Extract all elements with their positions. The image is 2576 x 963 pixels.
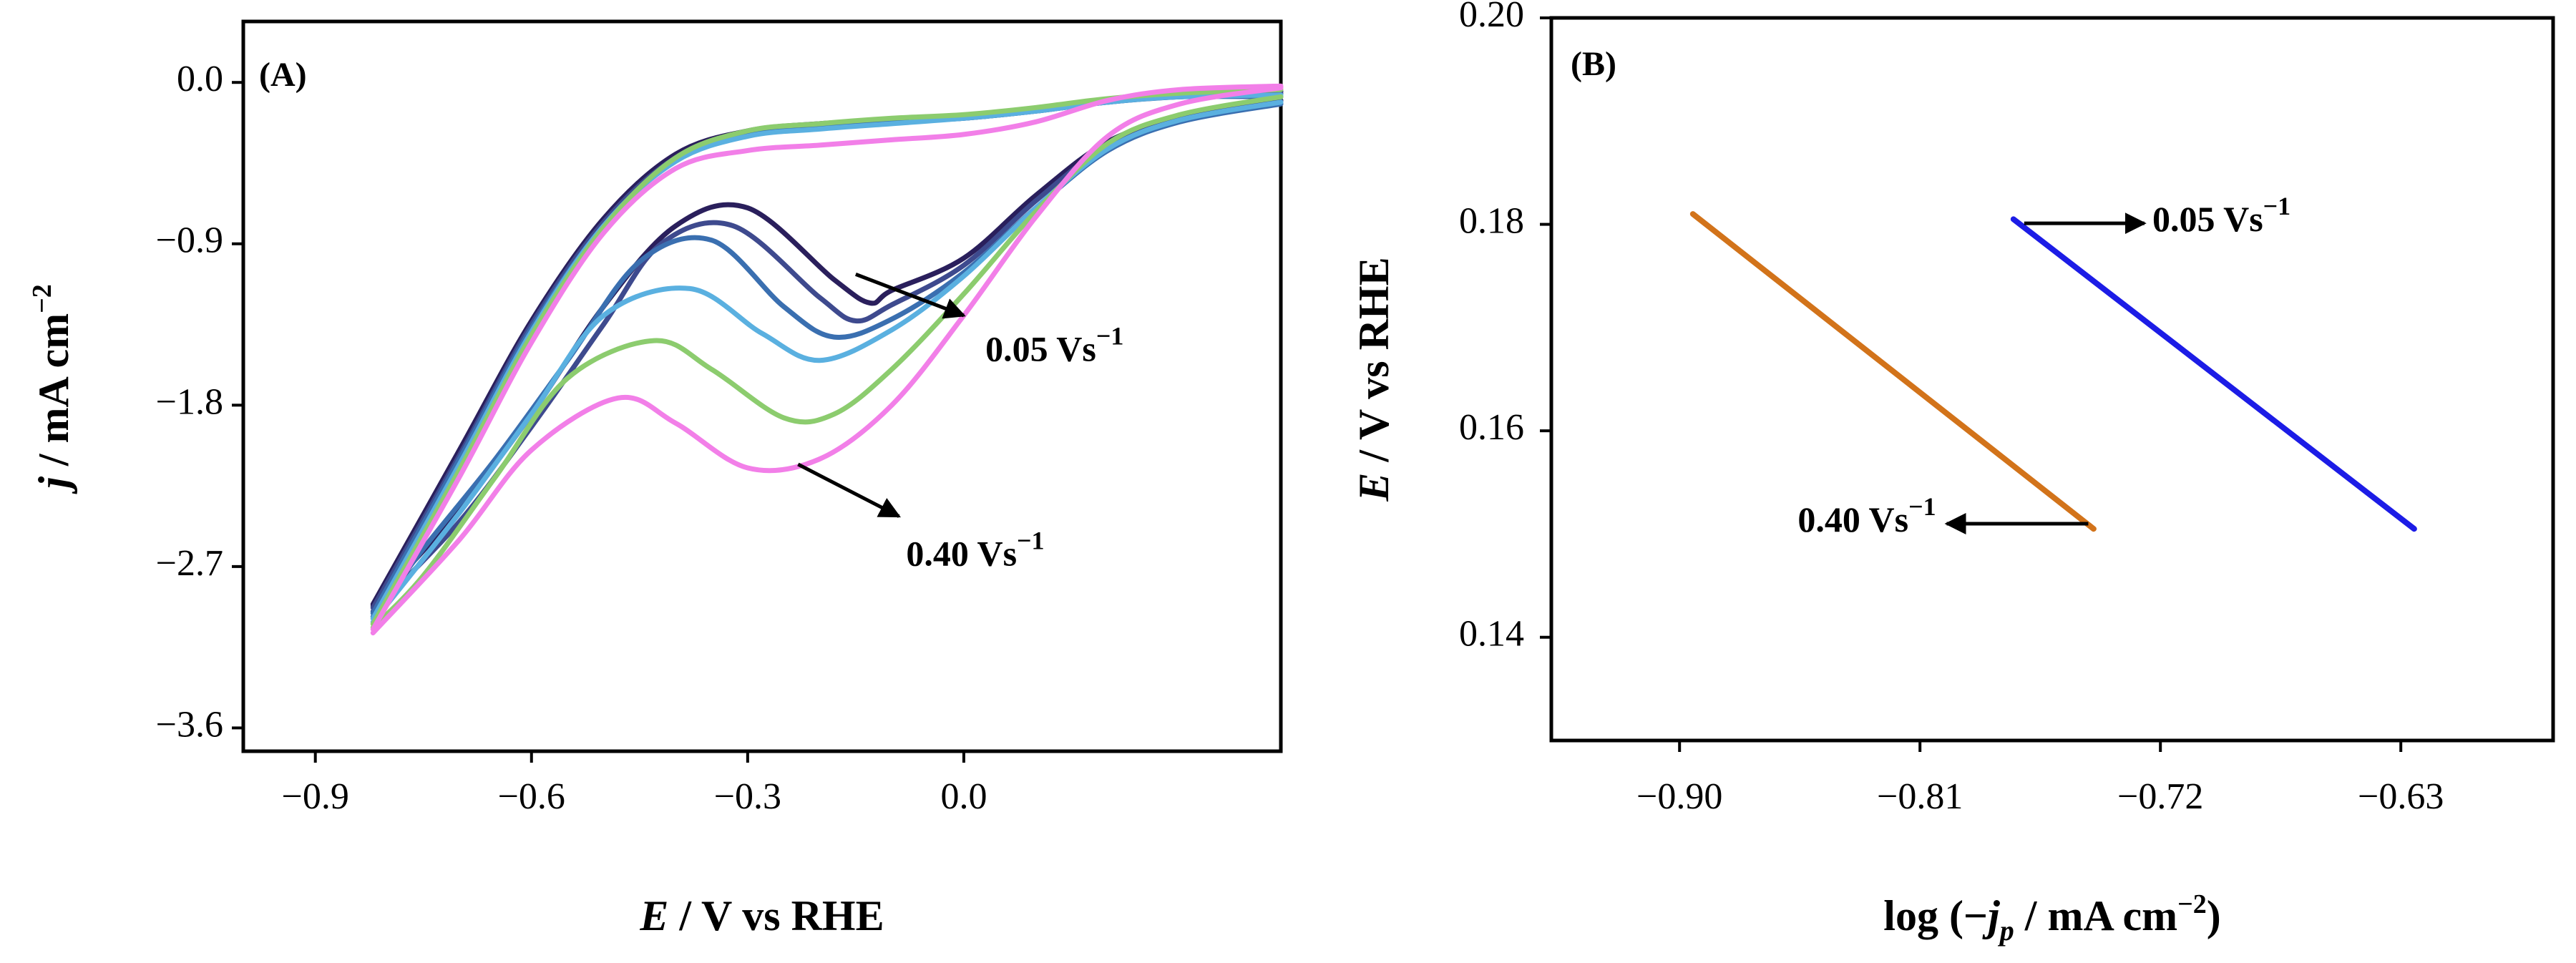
- panel-b-y-axis-label: E / V vs RHE: [1350, 257, 1397, 502]
- panel-b-x-tick-label: −0.81: [1877, 776, 1963, 817]
- panel-a-cathodic-line-1: [370, 90, 1284, 610]
- panel-a-annotation-label-1: 0.40 Vs−1: [906, 527, 1044, 574]
- panel-a-cathodic-line-5: [370, 83, 1284, 632]
- panel-a: 0.05 Vs−10.40 Vs−1 −0.9 −0.6 −0.3 0.0 0.0−0…: [27, 19, 1284, 939]
- panel-a-x-tick-label: −0.9: [282, 776, 349, 817]
- panel-a-y-tick-label: 0.0: [177, 59, 223, 99]
- panel-b-x-tick-label: −0.72: [2117, 776, 2203, 817]
- panel-a-annotation-arrow-1: [797, 462, 901, 518]
- panel-b-x-tick-label: −0.90: [1636, 776, 1722, 817]
- panel-a-annotation-arrow-0: [855, 273, 966, 319]
- panel-b-y-tick-label: 0.14: [1459, 614, 1524, 655]
- panel-a-y-tick-label: −2.7: [156, 543, 223, 584]
- panel-b-annotation-label-1: 0.40 Vs−1: [1797, 492, 1936, 539]
- panel-b-y-tick-label: 0.18: [1459, 201, 1524, 242]
- panel-a-anodic-line-0: [370, 97, 1284, 609]
- panel-a-label: (A): [259, 56, 307, 94]
- panel-b-x-tick-label: −0.63: [2358, 776, 2444, 817]
- panel-a-series-1: [370, 90, 1284, 614]
- panel-a-x-ticks: −0.9 −0.6 −0.3 0.0: [282, 751, 987, 817]
- panel-a-series-5: [370, 83, 1284, 636]
- panel-a-y-ticks: 0.0 −0.9 −1.8 −2.7 −3.6: [156, 59, 243, 745]
- panel-b-series-line-1: [2010, 216, 2417, 532]
- panel-a-x-tick-label: −0.6: [498, 776, 565, 817]
- panel-b-label: (B): [1571, 45, 1616, 83]
- panel-a-anodic-line-4: [370, 94, 1284, 630]
- panel-a-series-group: [370, 83, 1284, 636]
- panel-a-y-tick-label: −0.9: [156, 220, 223, 261]
- panel-a-series-0: [370, 89, 1284, 609]
- panel-b-frame: [1549, 16, 2555, 743]
- panel-a-anodic-line-5: [370, 85, 1284, 636]
- panel-b-x-ticks: −0.90 −0.81 −0.72 −0.63: [1636, 740, 2444, 817]
- panel-a-cathodic-line-0: [370, 89, 1284, 607]
- panel-b-series-group: [1689, 211, 2417, 532]
- panel-a-x-tick-label: 0.0: [940, 776, 987, 817]
- panel-a-x-axis-label: E / V vs RHE: [639, 892, 884, 939]
- panel-a-y-axis-label: j / mA cm−2: [27, 284, 77, 494]
- panel-a-anodic-line-3: [370, 99, 1284, 625]
- panel-a-annotation-label-0: 0.05 Vs−1: [985, 322, 1123, 369]
- panel-b-y-tick-label: 0.16: [1459, 407, 1524, 448]
- panel-a-frame: [241, 19, 1283, 753]
- panel-a-y-tick-label: −3.6: [156, 704, 223, 745]
- panel-b-annotations: 0.05 Vs−1 0.40 Vs−1: [1797, 192, 2290, 539]
- panel-b-annotation-label-0: 0.05 Vs−1: [2152, 192, 2290, 239]
- panel-b-series-line-0: [1689, 211, 2097, 532]
- panel-b-y-ticks: 0.20 0.18 0.16 0.14: [1459, 0, 1551, 655]
- panel-a-x-tick-label: −0.3: [714, 776, 781, 817]
- panel-b: 0.05 Vs−10.40 Vs−1 −0.90 −0.81 −0.72 −0.63 …: [1350, 0, 2555, 947]
- panel-b-y-tick-label: 0.20: [1459, 0, 1524, 35]
- panel-a-y-tick-label: −1.8: [156, 381, 223, 422]
- panel-a-annotations: 0.05 Vs−1 0.40 Vs−1: [797, 273, 1123, 574]
- panel-b-x-axis-label: log (−jp / mA cm−2): [1883, 889, 2220, 947]
